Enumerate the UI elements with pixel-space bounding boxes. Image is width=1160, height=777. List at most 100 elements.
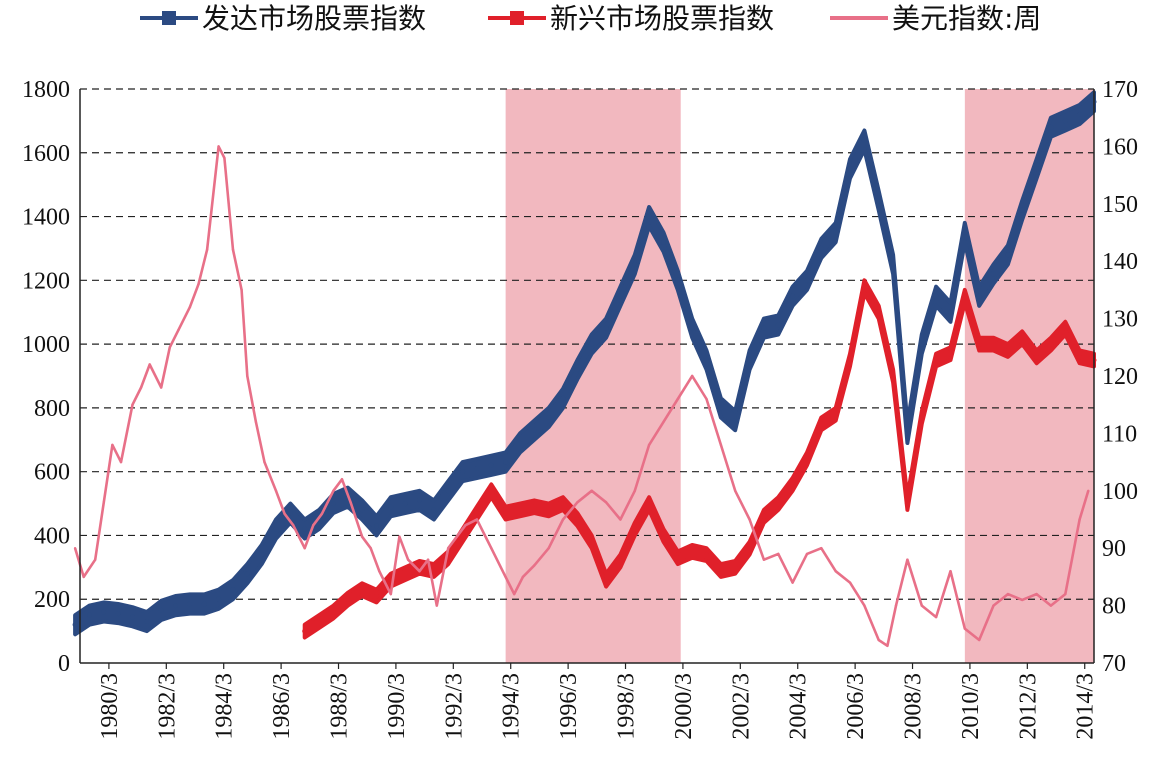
data-point: [906, 558, 909, 561]
data-point: [101, 609, 107, 615]
right-tick-label: 150: [1102, 192, 1138, 218]
data-point: [513, 592, 516, 596]
data-point: [504, 575, 507, 579]
data-point: [876, 198, 882, 204]
legend-item-3: 美元指数:周: [830, 2, 1041, 35]
data-point: [747, 357, 753, 363]
data-point: [992, 604, 995, 607]
right-tick-label: 80: [1102, 594, 1126, 620]
data-point: [574, 517, 580, 522]
data-point: [560, 395, 566, 401]
data-point: [991, 341, 996, 347]
data-point: [302, 628, 308, 634]
data-point: [1006, 592, 1010, 596]
data-point: [273, 526, 279, 532]
data-point: [691, 374, 694, 378]
data-point: [775, 501, 781, 507]
data-point: [292, 524, 295, 527]
data-point: [820, 547, 823, 550]
x-tick-label: 2008/3: [901, 673, 927, 740]
data-point: [646, 501, 652, 507]
data-point: [662, 420, 665, 424]
data-point: [589, 539, 595, 545]
right-tick-label: 160: [1102, 134, 1138, 160]
legend-item-1: 发达市场股票指数: [140, 2, 426, 35]
data-point: [349, 501, 352, 504]
data-point: [632, 261, 638, 267]
left-tick-label: 1200: [22, 268, 70, 294]
data-point: [1087, 489, 1090, 492]
shaded-periods: [505, 89, 1094, 663]
data-point: [82, 575, 85, 579]
right-axis-ticks: 70 80 90 100 110 120 130 140 150 160 170: [1102, 77, 1138, 677]
data-point: [890, 261, 896, 267]
data-point: [87, 612, 92, 618]
left-tick-label: 1600: [22, 141, 70, 167]
data-point: [360, 535, 364, 538]
right-tick-label: 170: [1102, 77, 1138, 103]
data-point: [359, 587, 365, 593]
data-point: [718, 405, 724, 411]
x-axis-ticks: 1980/3 1982/3 1984/3 1986/3 1988/3 1990/3 1992…: [97, 663, 1099, 740]
data-point: [1005, 348, 1011, 353]
data-point: [561, 518, 565, 521]
data-point: [1048, 341, 1054, 347]
data-point: [139, 386, 143, 389]
x-tick-label: 1998/3: [614, 673, 640, 740]
data-point: [130, 614, 135, 620]
x-tick-label: 1988/3: [327, 673, 353, 740]
data-point: [647, 443, 651, 447]
left-tick-label: 600: [34, 460, 70, 486]
data-point: [775, 322, 781, 328]
data-point: [330, 501, 336, 507]
data-point: [1019, 335, 1025, 341]
data-point: [877, 638, 880, 642]
data-point: [617, 293, 623, 299]
data-point: [732, 564, 738, 570]
data-point: [148, 363, 151, 366]
data-point: [734, 489, 737, 492]
data-point: [719, 443, 723, 447]
data-point: [978, 638, 981, 642]
legend-label: 新兴市场股票指数: [550, 2, 774, 35]
data-point: [804, 277, 810, 283]
right-tick-label: 90: [1102, 536, 1126, 562]
data-point: [94, 558, 97, 561]
data-point: [948, 309, 953, 315]
data-point: [1077, 354, 1083, 360]
legend-label: 美元指数:周: [892, 2, 1041, 35]
data-point: [833, 411, 839, 417]
data-point: [274, 489, 278, 492]
data-point: [848, 581, 852, 584]
data-point: [330, 609, 336, 615]
data-point: [1048, 124, 1054, 130]
left-tick-label: 1800: [22, 77, 70, 103]
data-point: [790, 481, 796, 487]
series-3: [73, 145, 1090, 648]
shaded-period-1: [505, 89, 681, 663]
data-point: [805, 552, 809, 556]
data-point: [378, 570, 381, 573]
data-point: [187, 601, 193, 607]
data-point: [705, 397, 708, 401]
x-tick-label: 1986/3: [269, 673, 295, 740]
data-point: [332, 489, 335, 492]
data-point: [933, 357, 939, 363]
data-point: [748, 518, 751, 521]
data-point: [589, 341, 595, 347]
data-point: [503, 459, 509, 465]
data-point: [576, 501, 579, 504]
data-point: [230, 587, 236, 593]
right-tick-label: 120: [1102, 364, 1138, 390]
data-point: [1062, 118, 1068, 124]
data-point: [173, 603, 179, 609]
data-point: [904, 430, 910, 436]
data-point: [259, 552, 265, 558]
x-tick-label: 2014/3: [1073, 673, 1099, 740]
data-point: [833, 230, 839, 235]
data-point: [312, 524, 315, 527]
data-point: [388, 504, 394, 510]
data-point: [661, 532, 666, 538]
data-point: [834, 570, 837, 573]
